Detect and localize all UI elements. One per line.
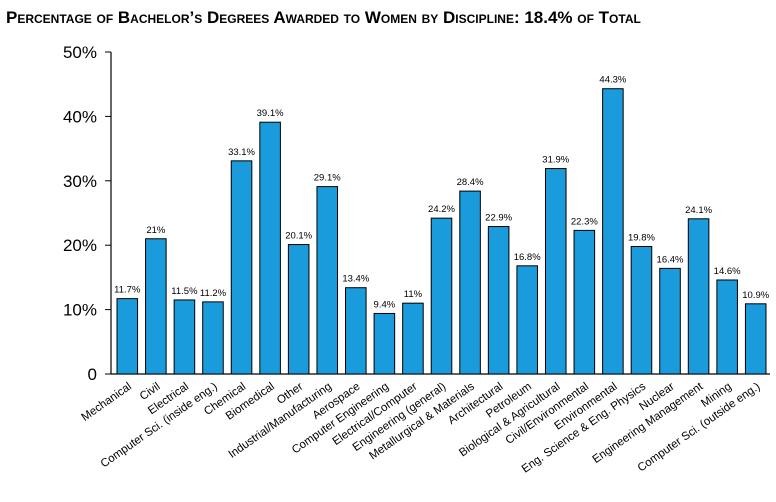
- category-label: Mechanical: [79, 381, 134, 424]
- data-label: 16.8%: [514, 252, 541, 263]
- y-tick-label: 10%: [63, 301, 97, 320]
- bar: [687, 218, 710, 375]
- bar: [487, 226, 510, 375]
- data-label: 24.2%: [428, 204, 455, 215]
- y-tick-label: 50%: [63, 43, 97, 62]
- data-label: 39.1%: [257, 108, 284, 119]
- bar: [630, 245, 653, 375]
- bar: [287, 244, 310, 375]
- data-label: 10.9%: [742, 290, 769, 301]
- data-label: 11.2%: [200, 288, 227, 299]
- data-label: 28.4%: [457, 177, 484, 188]
- bar: [345, 287, 367, 375]
- data-label: 9.4%: [374, 299, 396, 310]
- bars: [116, 88, 767, 375]
- data-label: 13.4%: [342, 274, 369, 285]
- y-tick-label: 0: [88, 365, 97, 384]
- bar: [259, 121, 281, 375]
- bar: [516, 265, 538, 375]
- data-label: 22.9%: [485, 213, 512, 224]
- data-label: 11.7%: [114, 285, 141, 296]
- data-label: 19.8%: [628, 232, 655, 243]
- bar: [145, 238, 167, 375]
- y-tick-label: 40%: [63, 107, 97, 126]
- bar: [573, 229, 596, 375]
- bar: [459, 190, 481, 375]
- data-label: 29.1%: [314, 173, 341, 184]
- bar: [402, 302, 424, 375]
- bar: [659, 267, 681, 375]
- y-tick-label: 20%: [63, 236, 97, 255]
- y-tick-labels: 0 10% 20% 30% 40% 50%: [63, 43, 111, 384]
- data-label: 22.3%: [571, 216, 598, 227]
- data-label: 33.1%: [228, 147, 255, 158]
- data-labels: 11.7% 21% 11.5% 11.2% 33.1% 39.1% 20.1% 29.1% 13…: [114, 75, 770, 311]
- chart-title: Percentage of Bachelor’s Degrees Awarded…: [6, 8, 641, 27]
- data-label: 16.4%: [657, 254, 684, 265]
- bar: [202, 301, 224, 375]
- data-label: 24.1%: [685, 205, 712, 216]
- data-label: 31.9%: [542, 155, 569, 166]
- bar: [173, 299, 196, 375]
- bar: [116, 298, 139, 375]
- data-label: 11%: [404, 289, 423, 300]
- bar: [716, 279, 738, 375]
- bar: [544, 168, 567, 375]
- data-label: 14.6%: [714, 266, 741, 277]
- bar: [602, 88, 624, 375]
- data-label: 20.1%: [285, 231, 312, 242]
- y-tick-label: 30%: [63, 172, 97, 191]
- data-label: 44.3%: [599, 75, 626, 86]
- data-label: 11.5%: [171, 286, 198, 297]
- bar: [373, 312, 396, 375]
- bar: [230, 160, 253, 375]
- bar: [744, 303, 767, 375]
- data-label: 21%: [146, 225, 166, 236]
- bar: [430, 217, 453, 375]
- bar: [316, 186, 339, 375]
